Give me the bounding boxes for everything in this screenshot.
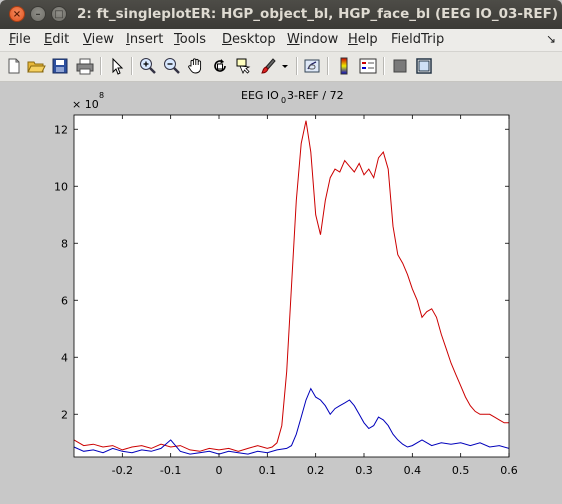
save-icon[interactable] bbox=[50, 56, 70, 76]
y-tick-label: 2 bbox=[61, 408, 68, 421]
figure-toolbar bbox=[0, 52, 562, 82]
rotate-icon[interactable] bbox=[210, 56, 230, 76]
x-tick-label: 0.6 bbox=[500, 464, 518, 477]
window-titlebar[interactable]: × – □ 2: ft_singleplotER: HGP_object_bl,… bbox=[0, 0, 562, 29]
window-close-button[interactable]: × bbox=[9, 6, 25, 22]
link-plot-icon[interactable] bbox=[302, 56, 322, 76]
zoom-out-icon[interactable] bbox=[162, 56, 182, 76]
menu-insert[interactable]: Insert bbox=[126, 32, 164, 47]
menubar: File Edit View Insert Tools Desktop Wind… bbox=[0, 29, 562, 52]
x-tick-label: 0.3 bbox=[355, 464, 373, 477]
window-title: 2: ft_singleplotER: HGP_object_bl, HGP_f… bbox=[77, 6, 559, 22]
menu-edit[interactable]: Edit bbox=[44, 32, 70, 47]
x-tick-label: -0.2 bbox=[112, 464, 133, 477]
y-tick-label: 8 bbox=[61, 237, 68, 250]
zoom-in-icon[interactable] bbox=[138, 56, 158, 76]
hide-plot-tools-icon[interactable] bbox=[390, 56, 410, 76]
toolbar-separator bbox=[296, 57, 298, 75]
x-tick-label: 0.5 bbox=[452, 464, 470, 477]
svg-text:× 10: × 10 bbox=[72, 98, 99, 111]
toolbar-separator bbox=[131, 57, 133, 75]
menu-fieldtrip[interactable]: FieldTrip bbox=[391, 32, 445, 47]
line-chart[interactable]: EEG IO 0 3-REF / 72 × 10 8 -0.2 -0.1 0 0.1 0… bbox=[0, 82, 562, 504]
svg-text:0: 0 bbox=[281, 96, 286, 105]
x-tick-label: 0.1 bbox=[259, 464, 277, 477]
window-minimize-button[interactable]: – bbox=[30, 6, 46, 22]
pan-icon[interactable] bbox=[186, 56, 206, 76]
print-icon[interactable] bbox=[75, 56, 95, 76]
toolbar-separator bbox=[327, 57, 329, 75]
svg-text:8: 8 bbox=[99, 91, 104, 100]
show-plot-tools-icon[interactable] bbox=[414, 56, 434, 76]
y-tick-label: 4 bbox=[61, 351, 68, 364]
menu-file[interactable]: File bbox=[9, 32, 31, 47]
chart-title: EEG IO 0 3-REF / 72 bbox=[241, 89, 344, 105]
brush-dropdown-icon[interactable] bbox=[280, 56, 290, 76]
figure-canvas[interactable]: EEG IO 0 3-REF / 72 × 10 8 -0.2 -0.1 0 0.1 0… bbox=[0, 82, 562, 504]
menu-desktop[interactable]: Desktop bbox=[222, 32, 276, 47]
toolbar-separator bbox=[100, 57, 102, 75]
dock-figure-icon[interactable]: ↘ bbox=[545, 32, 556, 46]
x-tick-label: 0 bbox=[216, 464, 223, 477]
x-tick-label: -0.1 bbox=[160, 464, 181, 477]
y-tick-label: 10 bbox=[54, 180, 68, 193]
svg-text:3-REF / 72: 3-REF / 72 bbox=[287, 89, 344, 102]
new-file-icon[interactable] bbox=[4, 56, 24, 76]
open-file-icon[interactable] bbox=[26, 56, 46, 76]
y-tick-label: 12 bbox=[54, 123, 68, 136]
brush-icon[interactable] bbox=[258, 56, 278, 76]
y-tick-label: 6 bbox=[61, 294, 68, 307]
menu-window[interactable]: Window bbox=[287, 32, 339, 47]
menu-help[interactable]: Help bbox=[348, 32, 378, 47]
menu-tools[interactable]: Tools bbox=[174, 32, 207, 47]
svg-text:EEG IO: EEG IO bbox=[241, 89, 279, 102]
data-cursor-icon[interactable] bbox=[234, 56, 254, 76]
series-line-2[interactable] bbox=[73, 387, 510, 455]
x-tick-label: 0.2 bbox=[307, 464, 325, 477]
series-line-1[interactable] bbox=[73, 120, 509, 452]
colorbar-icon[interactable] bbox=[334, 56, 354, 76]
x-tick-label: 0.4 bbox=[404, 464, 422, 477]
toolbar-separator bbox=[383, 57, 385, 75]
legend-icon[interactable] bbox=[358, 56, 378, 76]
menu-view[interactable]: View bbox=[83, 32, 114, 47]
y-exponent-label: × 10 8 bbox=[72, 91, 104, 111]
pointer-icon[interactable] bbox=[107, 56, 127, 76]
window-maximize-button[interactable]: □ bbox=[51, 6, 67, 22]
axes-box bbox=[73, 114, 510, 458]
